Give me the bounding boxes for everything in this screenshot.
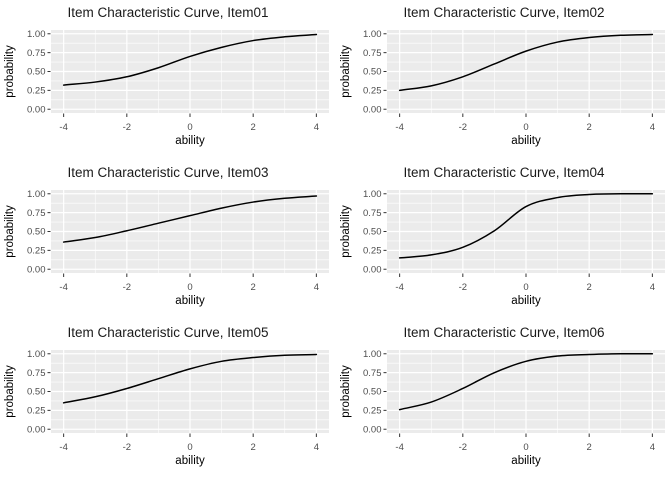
y-tick-label: 1.00: [363, 29, 382, 40]
x-tick-label: 4: [650, 442, 655, 453]
y-tick-label: 0.75: [27, 368, 46, 379]
icc-curve: [398, 353, 654, 411]
y-tick-label: 0.75: [27, 208, 46, 219]
y-tick-label: 0.00: [363, 104, 382, 115]
x-tick-label: 4: [314, 122, 319, 133]
icc-chart-item05: -4 -2 0 2 4 0.00 0.25 0.50 0.75 1.00 Item Characte…: [4, 325, 329, 467]
icc-curve: [398, 33, 654, 92]
x-tick-label: -4: [395, 282, 403, 293]
y-tick-label: 0.25: [363, 246, 382, 257]
x-tick-label: -2: [123, 282, 131, 293]
x-tick-label: 2: [251, 122, 256, 133]
x-tick-label: 0: [187, 282, 192, 293]
y-tick-label: 0.25: [363, 406, 382, 417]
x-tick-label: -2: [459, 442, 467, 453]
y-tick-label: 0.00: [27, 104, 46, 115]
x-tick-label: -2: [123, 442, 131, 453]
x-axis-title: ability: [175, 135, 205, 147]
y-tick-label: 1.00: [27, 189, 46, 200]
x-tick-label: -4: [395, 122, 403, 133]
x-tick-label: 0: [187, 442, 192, 453]
y-tick-label: 0.75: [27, 48, 46, 59]
y-tick-label: 1.00: [363, 189, 382, 200]
y-tick-label: 0.00: [27, 424, 46, 435]
y-tick-label: 0.75: [363, 368, 382, 379]
x-tick-label: -2: [459, 122, 467, 133]
plot-title: Item Characteristic Curve, Item04: [403, 165, 605, 180]
plot-title: Item Characteristic Curve, Item02: [403, 5, 604, 20]
icc-curve: [398, 193, 654, 259]
x-tick-label: -4: [59, 282, 67, 293]
y-tick-label: 0.25: [363, 86, 382, 97]
y-tick-label: 0.25: [27, 246, 46, 257]
icc-chart-item01: -4 -2 0 2 4 0.00 0.25 0.50 0.75 1.00 Item Characte…: [4, 5, 329, 147]
plot-title: Item Characteristic Curve, Item03: [67, 165, 268, 180]
y-tick-label: 0.00: [363, 264, 382, 275]
x-tick-label: 0: [523, 282, 528, 293]
x-tick-label: -4: [59, 122, 67, 133]
icc-curve: [62, 33, 318, 86]
plot-title: Item Characteristic Curve, Item06: [403, 325, 604, 340]
y-axis-title: probability: [340, 45, 352, 98]
x-tick-label: -4: [395, 442, 403, 453]
x-tick-label: 2: [587, 442, 592, 453]
x-tick-label: 4: [314, 282, 319, 293]
y-tick-label: 1.00: [363, 349, 382, 360]
x-tick-label: 2: [587, 122, 592, 133]
y-axis-title: probability: [4, 45, 16, 98]
x-axis-title: ability: [175, 455, 205, 467]
y-axis-title: probability: [4, 365, 16, 418]
x-axis-title: ability: [511, 135, 541, 147]
x-tick-label: 4: [650, 282, 655, 293]
x-tick-label: 0: [523, 442, 528, 453]
y-tick-label: 0.75: [363, 208, 382, 219]
x-tick-label: 4: [650, 122, 655, 133]
icc-chart-item06: -4 -2 0 2 4 0.00 0.25 0.50 0.75 1.00 Item Characte…: [340, 325, 665, 467]
x-tick-label: 0: [187, 122, 192, 133]
y-tick-label: 0.50: [27, 387, 46, 398]
y-tick-label: 0.50: [363, 387, 382, 398]
icc-chart-item02: -4 -2 0 2 4 0.00 0.25 0.50 0.75 1.00 Item Characte…: [340, 5, 665, 147]
y-tick-label: 1.00: [27, 29, 46, 40]
y-tick-label: 0.50: [363, 67, 382, 78]
plot-title: Item Characteristic Curve, Item05: [67, 325, 268, 340]
y-tick-label: 1.00: [27, 349, 46, 360]
x-tick-label: 2: [251, 282, 256, 293]
y-tick-label: 0.50: [27, 67, 46, 78]
icc-chart-item04: -4 -2 0 2 4 0.00 0.25 0.50 0.75 1.00 Item Characte…: [340, 165, 665, 307]
icc-curve: [62, 353, 318, 404]
y-tick-label: 0.25: [27, 406, 46, 417]
x-tick-label: -4: [59, 442, 67, 453]
x-tick-label: 0: [523, 122, 528, 133]
y-tick-label: 0.00: [363, 424, 382, 435]
x-axis-title: ability: [511, 455, 541, 467]
x-tick-label: -2: [123, 122, 131, 133]
y-tick-label: 0.00: [27, 264, 46, 275]
y-tick-label: 0.75: [363, 48, 382, 59]
x-tick-label: 2: [587, 282, 592, 293]
icc-curve: [62, 195, 318, 243]
x-tick-label: -2: [459, 282, 467, 293]
x-axis-title: ability: [511, 295, 541, 307]
y-tick-label: 0.50: [363, 227, 382, 238]
x-tick-label: 4: [314, 442, 319, 453]
y-axis-title: probability: [340, 205, 352, 258]
y-tick-label: 0.50: [27, 227, 46, 238]
x-axis-title: ability: [175, 295, 205, 307]
plot-title: Item Characteristic Curve, Item01: [67, 5, 268, 20]
y-axis-title: probability: [340, 365, 352, 418]
x-tick-label: 2: [251, 442, 256, 453]
y-tick-label: 0.25: [27, 86, 46, 97]
y-axis-title: probability: [4, 205, 16, 258]
icc-chart-item03: -4 -2 0 2 4 0.00 0.25 0.50 0.75 1.00 Item Characte…: [4, 165, 329, 307]
